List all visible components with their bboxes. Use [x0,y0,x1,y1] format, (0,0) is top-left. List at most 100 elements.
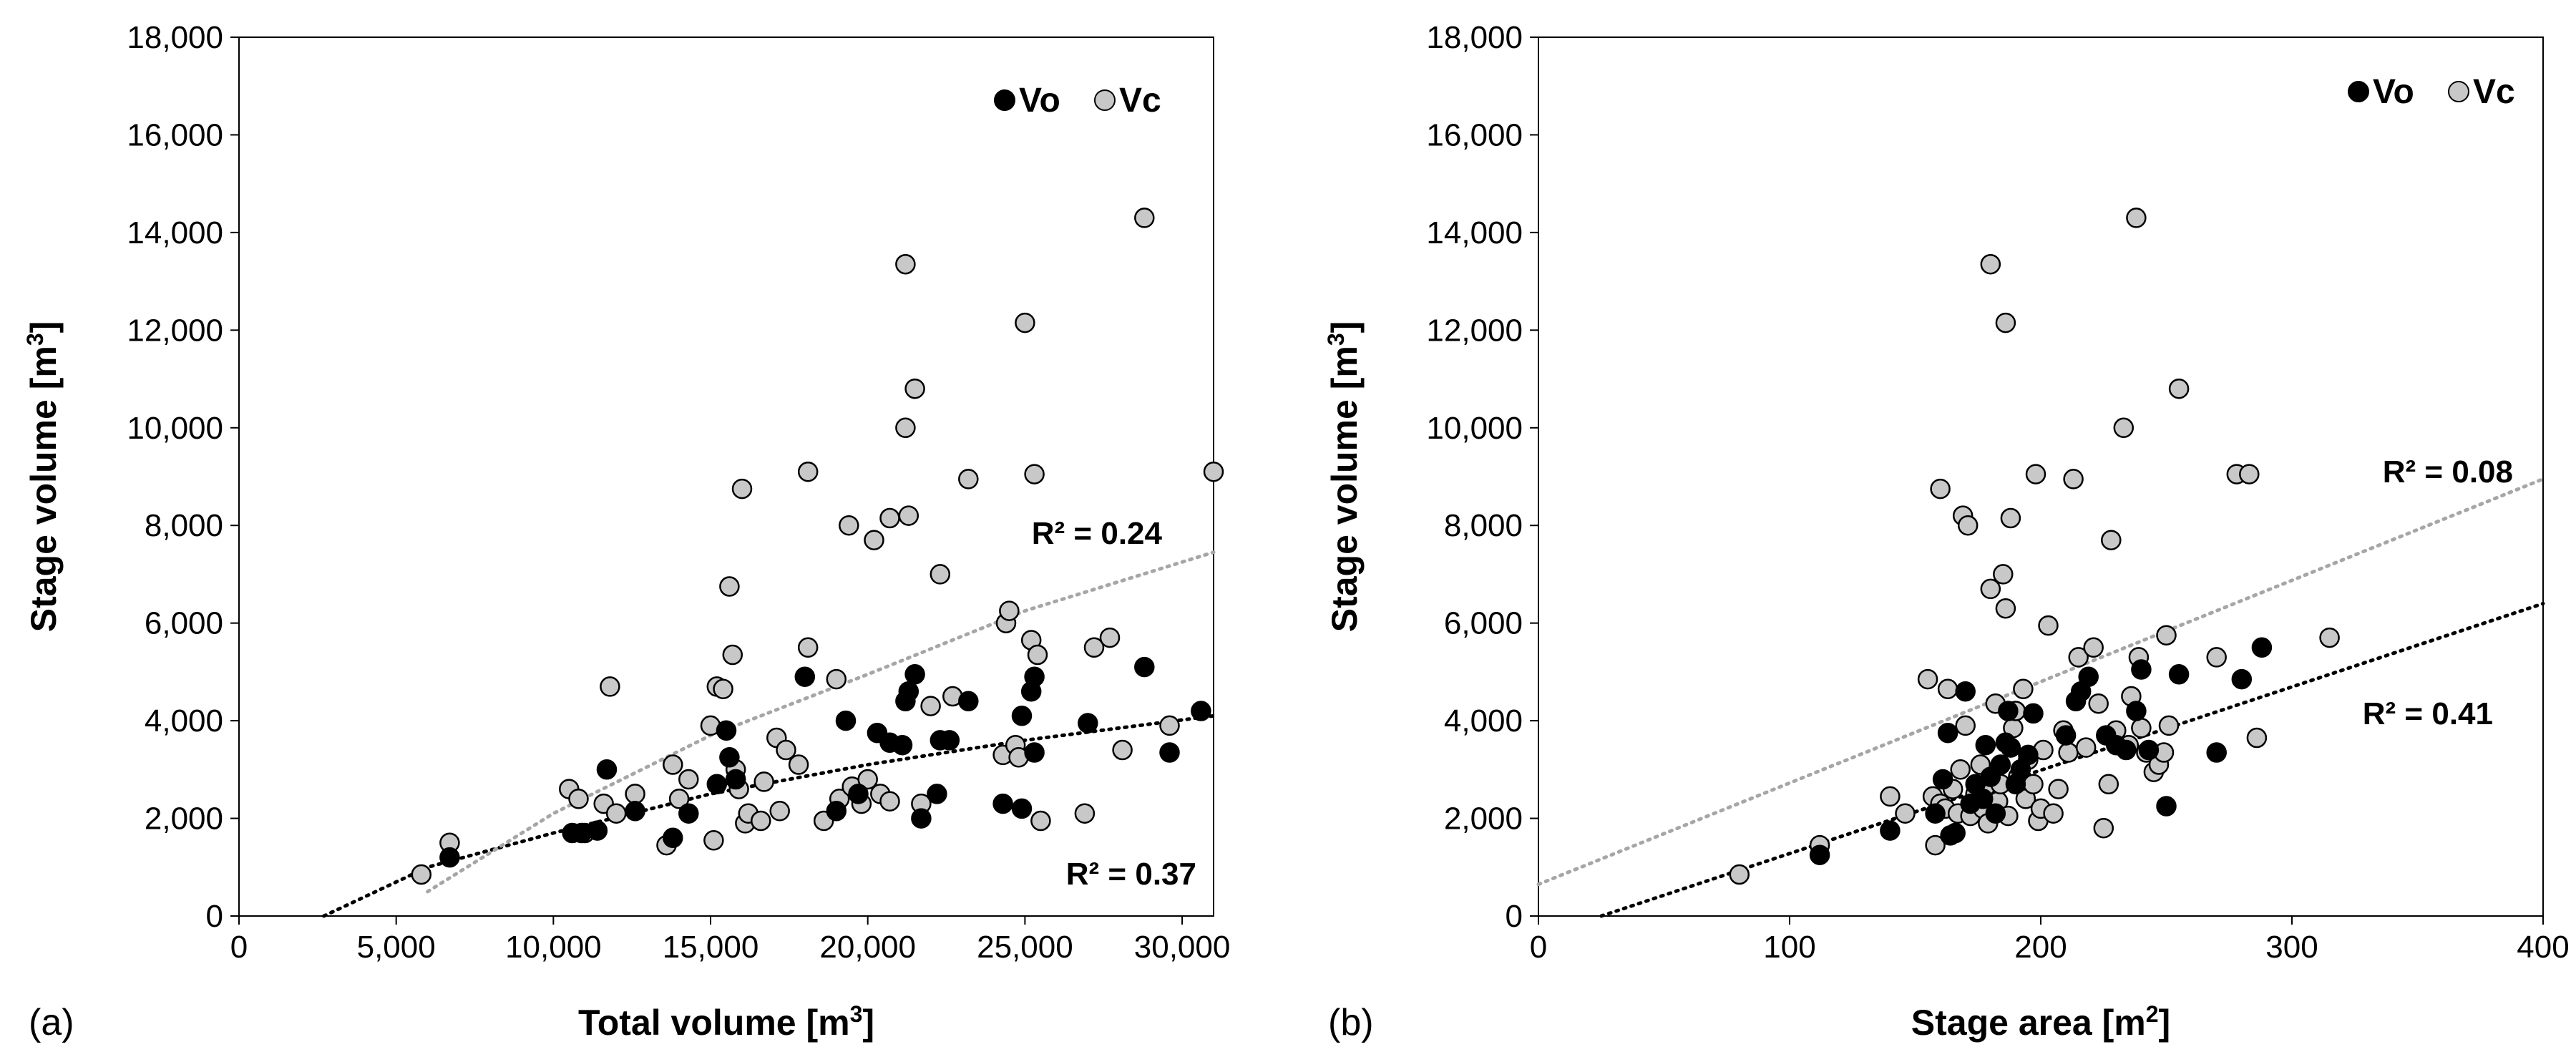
data-point-vc [864,530,884,550]
data-point-vc [2093,817,2114,839]
data-point-vc [2131,718,2152,739]
data-point-vo [1159,742,1180,763]
data-point-vc [1074,803,1096,824]
x-axis-title-main: Stage area [m [1911,1003,2146,1043]
data-point-vo [1973,789,1994,809]
data-point-vc [568,789,589,809]
data-point-vc [2098,774,2119,795]
data-point-vc [1995,312,2016,333]
data-point-vo [911,808,932,829]
data-point-vo [826,801,847,822]
data-point-vc [2168,378,2190,399]
data-point-vc [2025,464,2046,484]
data-point-vc [1980,253,2001,275]
data-point-vo [898,681,919,702]
data-point-vc [605,803,627,824]
data-point-vc [1024,464,1045,484]
legend-label-vc: Vc [2473,73,2515,111]
data-point-vc [1917,668,1938,690]
data-point-vc [769,801,790,822]
r2-label-vo: R² = 0.37 [1066,857,1196,892]
data-point-vc [2058,742,2079,763]
data-point-vo [706,774,728,795]
data-point-vo [2131,659,2152,680]
r2-label-vo: R² = 0.41 [2363,696,2493,731]
legend-marker-vc [2448,81,2469,102]
legend-marker-vo [2348,81,2369,102]
data-point-vc [2075,737,2097,758]
data-point-vc [1134,208,1155,228]
y-tick-label: 4,000 [145,703,223,739]
legend-label-vo: Vo [1019,82,1060,120]
data-point-vc [2239,464,2260,484]
x-tick-label: 300 [2265,930,2318,965]
data-point-vc [2063,469,2084,489]
y-axis-ticks: 0 2,000 4,000 6,000 8,000 10,000 12,000 14,000 1… [127,20,239,934]
data-point-vo [992,793,1013,814]
data-point-vc [663,754,683,775]
x-tick-label: 100 [1763,930,1815,965]
data-point-vc [797,637,819,658]
data-point-vc [703,830,724,851]
data-point-vo [1998,701,2019,721]
data-point-vo [716,720,737,741]
data-point-vc [1955,715,1976,736]
data-point-vc [958,469,979,489]
y-tick-label: 16,000 [1426,117,1523,152]
data-point-vo [2055,725,2077,746]
x-tick-label: 15,000 [663,930,759,965]
y-axis-title-main: Stage volume [m [1324,346,1365,632]
data-point-vc [2038,615,2059,636]
data-point-vc [1099,627,1121,648]
legend: Vo Vc [2348,73,2515,111]
y-tick-label: 14,000 [127,215,223,250]
data-point-vc [2048,779,2069,799]
y-tick-label: 0 [1506,899,1523,934]
data-point-vo [2018,744,2039,766]
data-point-vc [2013,678,2034,700]
data-point-vo [678,803,699,824]
trendline-vc [1536,477,2545,887]
data-point-vc [713,678,733,700]
data-point-vo [2000,737,2021,758]
data-point-vc [1112,739,1133,761]
y-tick-label: 2,000 [1444,802,1523,837]
panel-label: (a) [29,1002,74,1043]
y-tick-label: 4,000 [1444,703,1523,739]
data-point-vc [668,789,690,809]
data-point-vo [904,664,925,685]
data-point-vo [2023,703,2044,724]
data-point-vc [2083,637,2104,658]
data-point-vo [2206,742,2227,763]
data-point-vo [2156,796,2177,817]
data-point-vc [776,739,796,761]
data-point-vo [1134,656,1155,678]
y-tick-label: 8,000 [1444,508,1523,543]
data-point-vc [1027,644,1048,666]
y-tick-label: 12,000 [127,313,223,348]
data-point-vo [725,769,746,790]
data-point-vc [857,769,878,790]
data-point-vc [879,791,900,812]
y-axis-title-main: Stage volume [m [24,346,64,632]
y-tick-label: 8,000 [145,508,223,543]
x-axis-title-end: ] [862,1003,874,1043]
y-tick-label: 10,000 [1426,411,1523,446]
data-point-vc [1980,578,2001,600]
data-point-vo [1955,681,1976,702]
data-point-vc [2206,647,2227,668]
data-point-vc [1159,715,1180,736]
data-point-vc [2126,208,2147,228]
x-tick-label: 0 [230,930,248,965]
r2-label-vc: R² = 0.08 [2383,454,2513,489]
data-point-vc [895,417,916,439]
x-axis-title: Total volume [m3] [578,1001,874,1043]
y-axis-title: Stage volume [m3] [22,321,64,633]
data-point-vc [678,769,699,790]
data-point-vo [2116,739,2137,761]
x-tick-label: 0 [1530,930,1547,965]
data-point-vo [1011,706,1033,726]
x-axis-title-main: Total volume [m [578,1003,850,1043]
data-point-vc [2113,417,2135,439]
y-axis-title-sup: 3 [1323,333,1349,346]
